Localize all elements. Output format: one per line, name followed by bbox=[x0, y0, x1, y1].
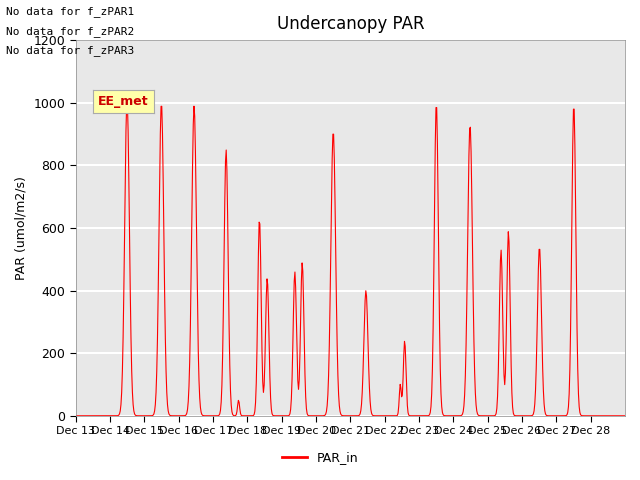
Text: No data for f_zPAR2: No data for f_zPAR2 bbox=[6, 25, 134, 36]
Text: EE_met: EE_met bbox=[98, 95, 148, 108]
Text: No data for f_zPAR1: No data for f_zPAR1 bbox=[6, 6, 134, 17]
Y-axis label: PAR (umol/m2/s): PAR (umol/m2/s) bbox=[15, 176, 28, 280]
Title: Undercanopy PAR: Undercanopy PAR bbox=[276, 15, 424, 33]
Text: No data for f_zPAR3: No data for f_zPAR3 bbox=[6, 45, 134, 56]
Legend: PAR_in: PAR_in bbox=[276, 446, 364, 469]
